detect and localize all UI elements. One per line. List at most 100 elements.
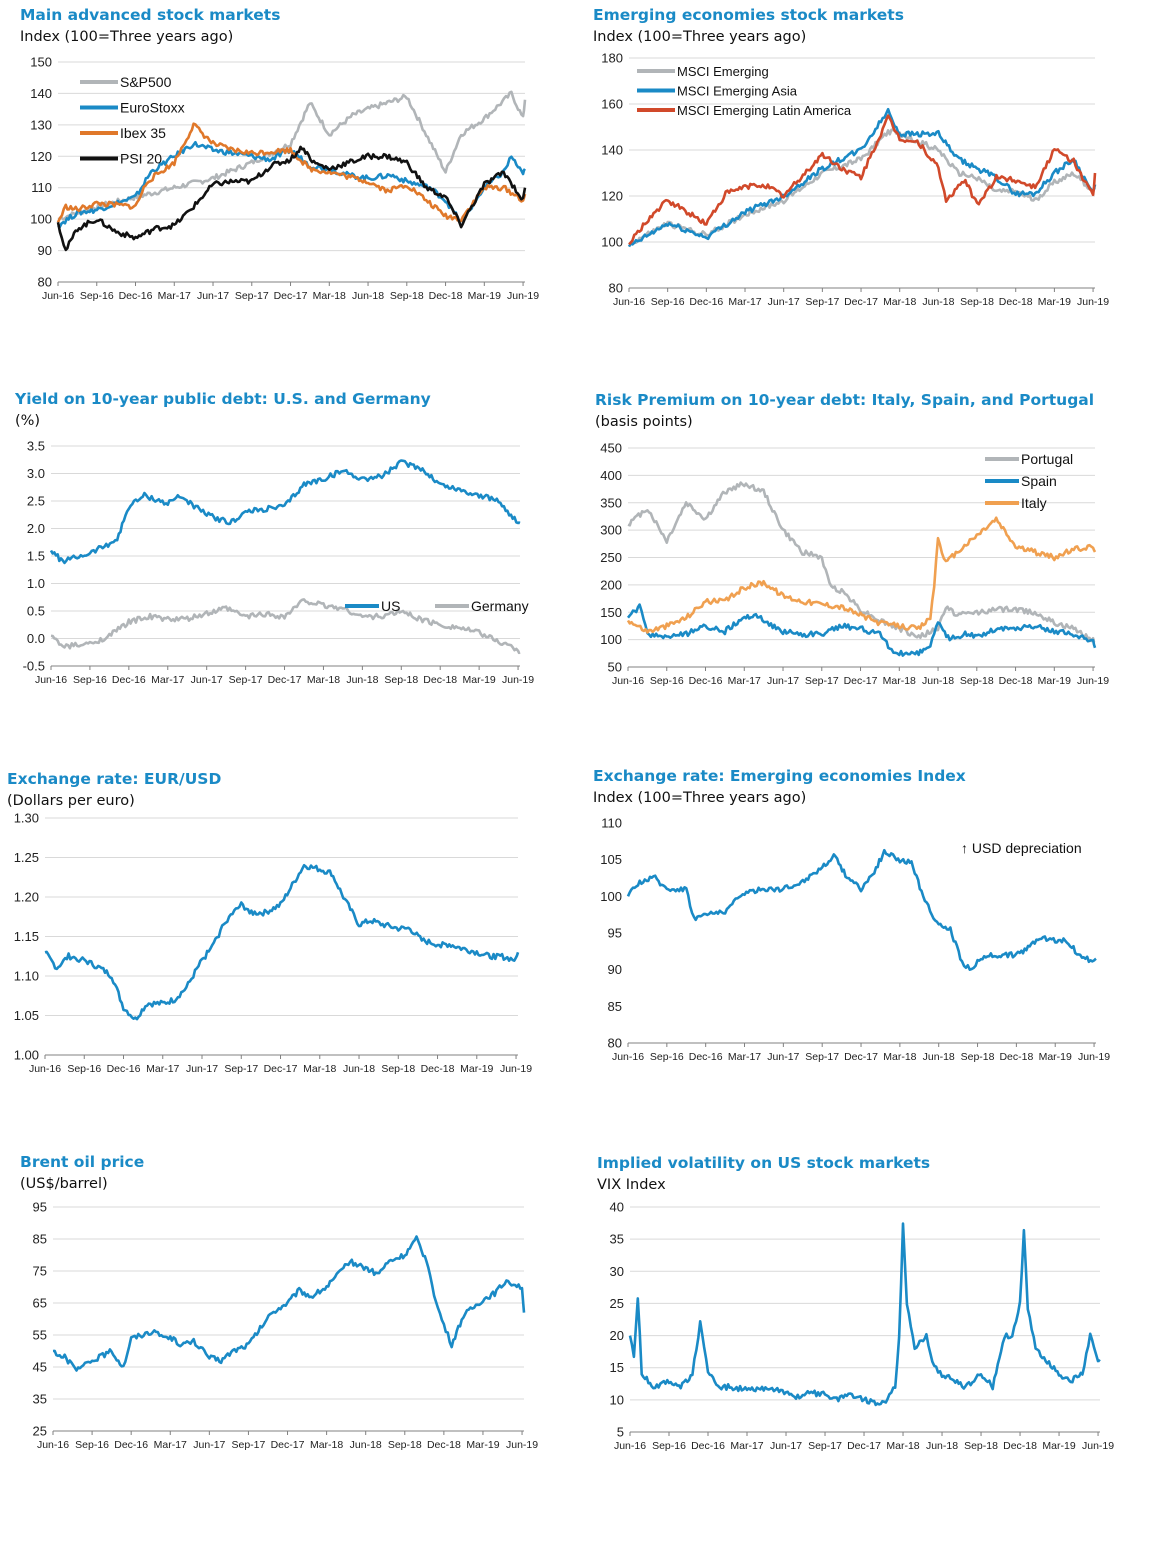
- x-tick-label: Jun-18: [926, 1440, 958, 1452]
- x-tick-label: Sep-16: [73, 674, 107, 686]
- x-tick-label: Sep-18: [960, 296, 994, 308]
- y-tick-label: 200: [600, 577, 622, 592]
- y-tick-label: 250: [600, 550, 622, 565]
- y-tick-label: 300: [600, 523, 622, 538]
- x-tick-label: Dec-16: [119, 290, 153, 302]
- chart-title: Emerging economies stock markets: [593, 6, 904, 24]
- x-tick-label: Jun-17: [767, 1051, 799, 1063]
- x-tick-label: Sep-18: [384, 674, 418, 686]
- x-tick-label: Sep-18: [964, 1440, 998, 1452]
- x-tick-label: Jun-18: [922, 675, 954, 687]
- chart-subtitle: (%): [15, 413, 41, 429]
- y-tick-label: 180: [601, 51, 623, 66]
- y-tick-label: 120: [601, 189, 623, 204]
- series-line: [52, 1235, 526, 1372]
- y-tick-label: 90: [608, 962, 622, 977]
- x-tick-label: Sep-16: [67, 1063, 101, 1075]
- x-tick-label: Dec-16: [689, 675, 723, 687]
- legend-label: Italy: [1021, 495, 1047, 511]
- y-tick-label: 50: [608, 660, 622, 675]
- chart-title: Yield on 10-year public debt: U.S. and G…: [15, 390, 431, 408]
- y-tick-label: 150: [30, 55, 52, 70]
- chart-plot: -0.5 0.0 0.5 1.0 1.5 2.0 2.5 3.0 3.5 Jun-16 Sep-16…: [23, 439, 535, 687]
- legend-label: EuroStoxx: [120, 100, 185, 116]
- x-tick-label: Dec-17: [847, 1440, 881, 1452]
- y-tick-label: 105: [600, 852, 622, 867]
- x-tick-label: Mar-18: [307, 674, 340, 686]
- y-tick-label: 80: [609, 281, 623, 296]
- y-tick-label: 150: [600, 605, 622, 620]
- x-tick-label: Dec-18: [429, 290, 463, 302]
- chart-plot: 80 100 120 140 160 180 Jun-16 Sep-16 Dec-16 Mar-1…: [601, 51, 1109, 309]
- series-line: [628, 1222, 1101, 1407]
- x-tick-label: Mar-17: [730, 1440, 763, 1452]
- y-tick-label: 0.0: [27, 631, 45, 646]
- series-line: [49, 459, 521, 565]
- x-tick-label: Sep-17: [805, 675, 839, 687]
- chart-plot: 1.00 1.05 1.10 1.15 1.20 1.25 1.30 Jun-16 Sep-16…: [14, 811, 533, 1076]
- y-tick-label: 80: [608, 1036, 622, 1051]
- x-tick-label: Mar-17: [158, 290, 191, 302]
- x-tick-label: Mar-18: [303, 1063, 336, 1075]
- legend-label: Germany: [471, 598, 529, 614]
- chart-plot: 80 90 100 110 120 130 140 150 Jun-16 Sep-16 Dec-16…: [30, 55, 539, 303]
- chart-subtitle: VIX Index: [597, 1177, 666, 1193]
- x-tick-label: Sep-18: [960, 675, 994, 687]
- series-line: [626, 603, 1097, 657]
- x-tick-label: Mar-19: [1039, 1051, 1072, 1063]
- y-tick-label: 35: [33, 1392, 47, 1407]
- x-tick-label: Dec-17: [844, 296, 878, 308]
- x-tick-label: Dec-16: [112, 674, 146, 686]
- x-tick-label: Jun-16: [37, 1439, 69, 1451]
- y-tick-label: 1.0: [27, 576, 45, 591]
- x-tick-label: Sep-16: [80, 290, 114, 302]
- legend-label: Portugal: [1021, 451, 1073, 467]
- y-tick-label: 120: [30, 149, 52, 164]
- x-tick-label: Sep-18: [381, 1063, 415, 1075]
- x-tick-label: Jun-17: [186, 1063, 218, 1075]
- legend-label: MSCI Emerging Latin America: [677, 103, 852, 118]
- y-tick-label: 65: [33, 1296, 47, 1311]
- x-tick-label: Dec-17: [268, 674, 302, 686]
- y-tick-label: 25: [33, 1424, 47, 1439]
- y-tick-label: 160: [601, 97, 623, 112]
- chart-title: Risk Premium on 10-year debt: Italy, Spa…: [595, 391, 1095, 409]
- x-tick-label: Jun-16: [35, 674, 67, 686]
- x-tick-label: Jun-16: [613, 296, 645, 308]
- x-tick-label: Dec-17: [271, 1439, 305, 1451]
- x-tick-label: Dec-18: [421, 1063, 455, 1075]
- y-tick-label: 130: [30, 117, 52, 132]
- y-tick-label: 1.10: [14, 969, 39, 984]
- x-tick-label: Dec-17: [274, 290, 308, 302]
- y-tick-label: 30: [610, 1264, 624, 1279]
- y-tick-label: 85: [608, 999, 622, 1014]
- x-tick-label: Mar-18: [313, 290, 346, 302]
- x-tick-label: Jun-19: [1077, 675, 1109, 687]
- y-tick-label: 100: [601, 235, 623, 250]
- x-tick-label: Dec-18: [423, 674, 457, 686]
- x-tick-label: Mar-19: [468, 290, 501, 302]
- chart-plot: 25 35 45 55 65 75 85 95 Jun-16 Sep-16 Dec-16 Mar-17…: [33, 1200, 539, 1452]
- y-tick-label: 75: [33, 1264, 47, 1279]
- series-line: [627, 481, 1096, 644]
- x-tick-label: Jun-19: [500, 1063, 532, 1075]
- x-tick-label: Jun-17: [768, 296, 800, 308]
- y-tick-label: 1.20: [14, 890, 39, 905]
- x-tick-label: Jun-19: [506, 1439, 538, 1451]
- x-tick-label: Mar-18: [886, 1440, 919, 1452]
- x-tick-label: Jun-19: [1077, 296, 1109, 308]
- x-tick-label: Jun-16: [612, 1051, 644, 1063]
- x-tick-label: Sep-16: [650, 675, 684, 687]
- x-tick-label: Jun-17: [193, 1439, 225, 1451]
- chart-annotation: ↑ USD depreciation: [961, 840, 1082, 856]
- y-tick-label: 95: [608, 926, 622, 941]
- y-tick-label: 25: [610, 1296, 624, 1311]
- x-tick-label: Jun-16: [614, 1440, 646, 1452]
- legend-label: Spain: [1021, 473, 1057, 489]
- y-tick-label: 110: [601, 816, 622, 831]
- x-tick-label: Jun-18: [350, 1439, 382, 1451]
- y-tick-label: 350: [600, 495, 622, 510]
- x-tick-label: Dec-18: [427, 1439, 461, 1451]
- chart-title: Implied volatility on US stock markets: [597, 1154, 931, 1172]
- x-tick-label: Jun-19: [502, 674, 534, 686]
